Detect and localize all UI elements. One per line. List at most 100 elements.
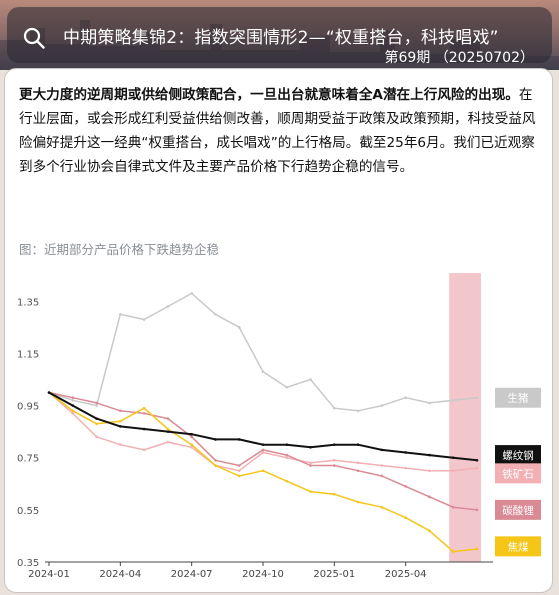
data-point-lithium-carbonate bbox=[309, 464, 312, 467]
x-tick-label: 2025-04 bbox=[385, 569, 427, 580]
data-point-lithium-carbonate bbox=[261, 448, 265, 452]
y-tick-label: 0.55 bbox=[17, 506, 39, 517]
body-normal-text: 在行业层面，或会形成红利受益供给侧改善，顺周期受益于政策及政策预期，科技受益风险… bbox=[19, 87, 536, 175]
data-point-pig bbox=[333, 406, 336, 410]
y-tick-label: 0.75 bbox=[17, 454, 39, 465]
data-point-pig bbox=[71, 399, 75, 402]
search-bar[interactable]: 中期策略集锦2：指数突围情形2—“权重搭台，科技唱戏” 第69期 （202507… bbox=[7, 7, 552, 66]
x-tick-label: 2024-04 bbox=[99, 569, 141, 580]
body-paragraph: 更大力度的逆周期或供给侧政策配合，一旦出台就意味着全A潜在上行风险的出现。在行业… bbox=[19, 83, 541, 179]
data-point-lithium-carbonate bbox=[333, 464, 336, 467]
data-point-iron-ore bbox=[356, 461, 360, 465]
data-point-lithium-carbonate bbox=[428, 495, 431, 499]
data-point-coking-coal bbox=[190, 443, 193, 446]
data-point-coking-coal bbox=[475, 547, 479, 551]
data-point-lithium-carbonate bbox=[404, 485, 407, 488]
legend-label-pig: 生猪 bbox=[508, 392, 529, 405]
series-line-iron-ore bbox=[48, 391, 478, 472]
data-point-iron-ore bbox=[475, 466, 479, 470]
data-point-rebar bbox=[404, 451, 407, 454]
data-point-coking-coal bbox=[285, 479, 289, 483]
data-point-coking-coal bbox=[119, 419, 122, 423]
x-tick-label: 2025-01 bbox=[313, 569, 355, 580]
legend-tag-rebar bbox=[495, 445, 541, 466]
data-point-lithium-carbonate bbox=[237, 464, 241, 467]
data-point-iron-ore bbox=[333, 459, 336, 462]
data-point-rebar bbox=[261, 443, 265, 446]
legend-tag-lithium-carbonate bbox=[495, 499, 541, 520]
data-point-rebar bbox=[356, 443, 360, 446]
data-point-rebar bbox=[333, 443, 336, 446]
y-tick-label: 1.15 bbox=[17, 349, 39, 360]
data-point-pig bbox=[190, 292, 193, 295]
data-point-iron-ore bbox=[428, 469, 431, 473]
data-point-coking-coal bbox=[95, 422, 98, 426]
data-point-iron-ore bbox=[71, 412, 75, 415]
page-title: 中期策略集锦2：指数突围情形2—“权重搭台，科技唱戏” bbox=[63, 28, 499, 48]
data-point-pig bbox=[285, 385, 289, 389]
data-point-lithium-carbonate bbox=[95, 401, 98, 405]
data-point-coking-coal bbox=[71, 409, 75, 413]
data-point-rebar bbox=[309, 445, 312, 449]
data-point-coking-coal bbox=[261, 469, 265, 473]
data-point-rebar bbox=[451, 456, 455, 460]
body-bold-text: 更大力度的逆周期或供给侧政策配合，一旦出台就意味着全A潜在上行风险的出现。 bbox=[19, 87, 519, 103]
data-point-lithium-carbonate bbox=[71, 396, 75, 400]
data-point-pig bbox=[309, 378, 312, 381]
header-banner: 中期策略集锦2：指数突围情形2—“权重搭台，科技唱戏” 第69期 （202507… bbox=[0, 0, 559, 70]
data-point-pig bbox=[475, 396, 479, 400]
data-point-lithium-carbonate bbox=[380, 474, 384, 478]
data-point-iron-ore bbox=[119, 443, 122, 446]
data-point-rebar bbox=[475, 459, 479, 462]
data-point-rebar bbox=[428, 453, 431, 457]
data-point-lithium-carbonate bbox=[214, 459, 217, 462]
data-point-iron-ore bbox=[380, 464, 384, 467]
y-tick-label: 1.35 bbox=[17, 297, 39, 308]
data-point-pig bbox=[119, 312, 122, 316]
data-point-rebar bbox=[95, 417, 98, 420]
legend-tag-coking-coal bbox=[495, 536, 541, 557]
data-point-coking-coal bbox=[214, 464, 217, 467]
data-point-iron-ore bbox=[190, 445, 193, 449]
data-point-pig bbox=[380, 404, 384, 407]
data-point-iron-ore bbox=[285, 456, 289, 460]
data-point-lithium-carbonate bbox=[190, 435, 193, 439]
data-point-iron-ore bbox=[451, 469, 455, 473]
data-point-coking-coal bbox=[451, 550, 455, 553]
data-point-coking-coal bbox=[237, 474, 241, 478]
data-point-pig bbox=[166, 305, 170, 308]
data-point-pig bbox=[261, 370, 265, 373]
data-point-rebar bbox=[47, 391, 51, 394]
data-point-pig bbox=[428, 401, 431, 405]
data-point-coking-coal bbox=[309, 490, 312, 493]
data-point-iron-ore bbox=[404, 466, 407, 470]
data-point-lithium-carbonate bbox=[119, 409, 122, 413]
series-line-coking-coal bbox=[48, 391, 478, 553]
data-point-pig bbox=[95, 404, 98, 407]
search-icon[interactable] bbox=[23, 27, 45, 49]
data-point-coking-coal bbox=[166, 427, 170, 431]
y-tick-label: 0.95 bbox=[17, 402, 39, 413]
data-point-rebar bbox=[380, 448, 384, 452]
x-tick-label: 2024-07 bbox=[171, 569, 213, 580]
legend-label-rebar: 螺纹钢 bbox=[502, 449, 534, 462]
shaded-region bbox=[449, 273, 481, 562]
x-tick-label: 2024-01 bbox=[28, 569, 70, 580]
data-point-coking-coal bbox=[333, 492, 336, 496]
price-chart: 0.35 0.55 0.75 0.95 1.15 1.35 2024-01 2024-04 20… bbox=[17, 273, 541, 580]
data-point-rebar bbox=[190, 432, 193, 436]
data-point-pig bbox=[142, 318, 146, 321]
data-point-lithium-carbonate bbox=[142, 412, 146, 415]
data-point-lithium-carbonate bbox=[166, 417, 170, 420]
data-point-rebar bbox=[237, 438, 241, 441]
data-point-rebar bbox=[285, 443, 289, 446]
data-point-coking-coal bbox=[404, 516, 407, 519]
legend-label-iron-ore: 铁矿石 bbox=[502, 467, 534, 480]
data-point-iron-ore bbox=[142, 448, 146, 452]
data-point-pig bbox=[356, 409, 360, 413]
legend-label-coking-coal: 焦煤 bbox=[508, 540, 529, 553]
data-point-pig bbox=[451, 399, 455, 402]
y-tick-label: 0.35 bbox=[17, 558, 39, 569]
data-point-rebar bbox=[142, 427, 146, 431]
series-line-pig bbox=[48, 292, 478, 412]
